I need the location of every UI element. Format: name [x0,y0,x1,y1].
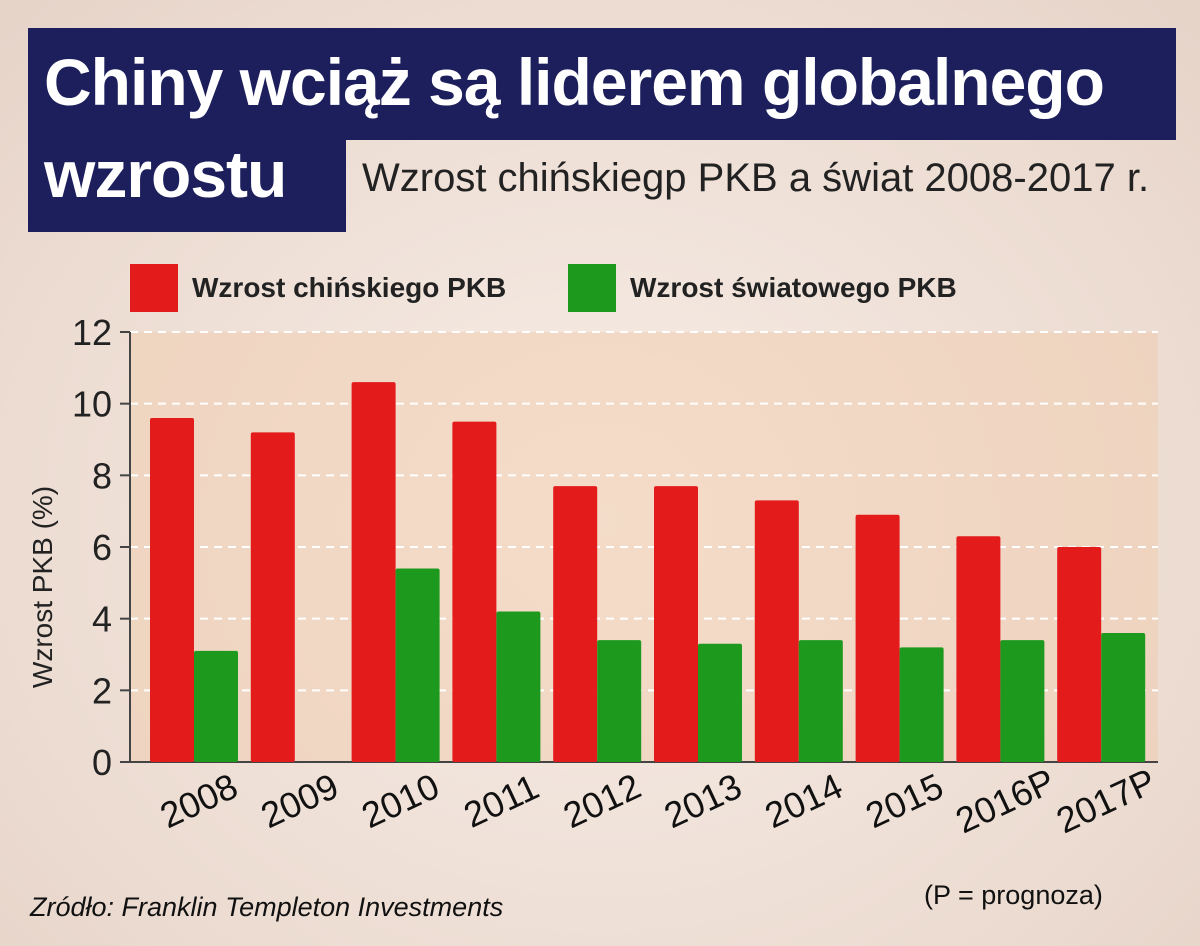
bar-china [956,536,1001,762]
bar-world [395,568,440,762]
bar-world [194,650,238,762]
y-tick-label: 0 [92,742,112,783]
bar-world [597,640,642,762]
bar-china [351,382,396,762]
x-tick-label: 2015 [859,765,949,836]
chart-subtitle: Wzrost chińskiegp PKB a świat 2008-2017 … [362,156,1150,200]
legend-item-china: Wzrost chińskiego PKB [130,264,506,312]
legend-label-world: Wzrost światowego PKB [630,272,957,303]
y-tick-label: 2 [92,670,112,711]
bar-china [250,432,295,762]
legend-label-china: Wzrost chińskiego PKB [192,272,507,303]
bar-world [899,647,944,762]
x-tick-label: 2010 [355,765,445,836]
forecast-note: (P = prognoza) [924,880,1103,910]
x-tick-label: 2012 [557,765,647,836]
y-tick-label: 8 [92,455,112,496]
bar-china [452,421,497,762]
x-tick-label: 2013 [658,765,748,836]
bar-china [553,486,598,762]
y-axis-label: Wzrost PKB (%) [27,486,58,688]
x-tick-label: 2016P [949,760,1061,841]
y-tick-label: 12 [72,312,112,353]
bar-china [754,500,799,762]
bar-world [798,640,843,762]
y-tick-label: 10 [72,384,112,425]
x-tick-label: 2017P [1050,760,1162,841]
title-banner [28,28,1176,140]
legend-swatch-world [568,264,616,312]
source-note: Zródło: Franklin Templeton Investments [30,892,504,922]
y-tick-label: 4 [92,599,112,640]
bar-world [496,611,541,762]
bar-world [1101,633,1146,762]
bar-china [855,514,900,762]
bar-world [698,643,742,762]
y-tick-label: 6 [92,527,112,568]
x-tick-label: 2009 [255,765,345,836]
x-tick-label: 2008 [154,765,244,836]
x-tick-label: 2011 [457,766,544,836]
bar-china [150,418,194,762]
x-tick-label: 2014 [759,765,849,836]
bar-world [1000,640,1045,762]
legend-swatch-china [130,264,178,312]
page-title: Chiny wciąż są liderem globalnego wzrost… [44,45,1105,211]
bar-china [1057,547,1102,762]
legend-item-world: Wzrost światowego PKB [568,264,957,312]
title-banner-tail [28,140,346,232]
bar-china [654,486,698,762]
